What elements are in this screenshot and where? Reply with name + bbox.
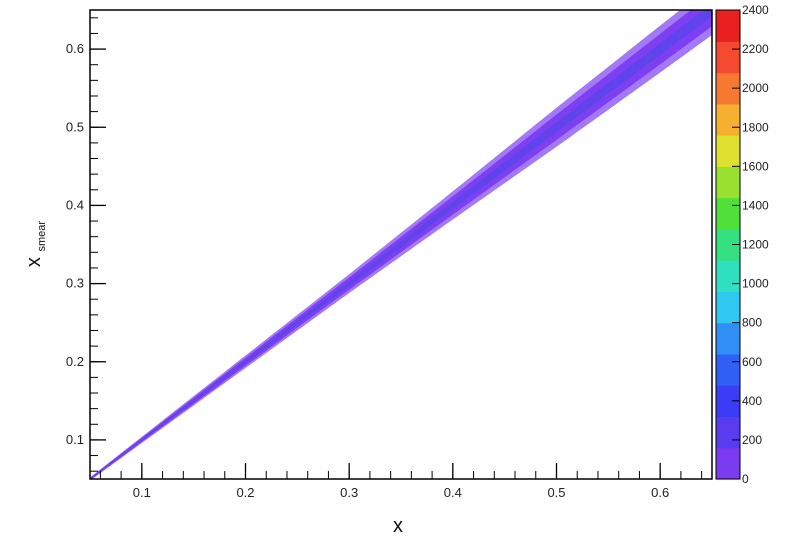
y-axis-ticks: 0.1 0.2 0.3 0.4 0.5 0.6 [66, 17, 106, 472]
plot-area: 0.1 0.2 0.3 0.4 0.5 0.6 0.1 0.2 0.3 0.4 0.5 0.6 [66, 9, 713, 500]
band-core [90, 10, 712, 479]
colorbar-tick-label: 600 [742, 355, 762, 369]
colorbar-swatch [716, 103, 740, 136]
y-axis-title-sub: smear [36, 221, 48, 252]
colorbar-tick-label: 1200 [742, 238, 769, 252]
x-tick-label: 0.5 [547, 485, 565, 500]
colorbar-swatch [716, 10, 740, 42]
x-axis-title: x [393, 515, 403, 537]
colorbar-swatch [716, 166, 740, 199]
x-tick-label: 0.3 [340, 485, 358, 500]
y-tick-label: 0.6 [66, 41, 84, 56]
colorbar-swatch [716, 197, 740, 230]
x-axis-title-group: x [393, 515, 403, 537]
x-tick-label: 0.6 [651, 485, 669, 500]
x-tick-label: 0.4 [444, 485, 462, 500]
colorbar-swatch [716, 416, 740, 449]
x-tick-label: 0.1 [133, 485, 151, 500]
colorbar-swatch [716, 291, 740, 324]
colorbar-tick-label: 0 [742, 472, 749, 486]
data-band [90, 10, 712, 479]
colorbar-tick-label: 1400 [742, 198, 769, 212]
y-tick-label: 0.4 [66, 197, 84, 212]
colorbar: 0 200 400 600 800 1000 1200 1400 1600 1800 2000 220… [715, 3, 769, 486]
colorbar-swatch [716, 447, 740, 480]
y-axis-title: x smear [23, 221, 48, 267]
colorbar-tick-label: 1600 [742, 159, 769, 173]
y-axis-title-group: x smear [23, 221, 48, 267]
y-tick-label: 0.3 [66, 276, 84, 291]
colorbar-tick-label: 2000 [742, 81, 769, 95]
colorbar-tick-label: 400 [742, 394, 762, 408]
y-tick-label: 0.5 [66, 119, 84, 134]
colorbar-tick-label: 2400 [742, 3, 769, 17]
colorbar-tick-label: 1000 [742, 277, 769, 291]
colorbar-tick-label: 2200 [742, 42, 769, 56]
colorbar-tick-label: 800 [742, 316, 762, 330]
colorbar-swatch [716, 135, 740, 167]
colorbar-swatch [716, 260, 740, 292]
x-axis-ticks: 0.1 0.2 0.3 0.4 0.5 0.6 [99, 463, 703, 500]
colorbar-tick-label: 1800 [742, 120, 769, 134]
y-axis-title-main: x [23, 257, 45, 267]
colorbar-swatch [716, 322, 740, 355]
colorbar-swatch [716, 353, 740, 386]
colorbar-tick-label: 200 [742, 433, 762, 447]
plot-frame [89, 9, 713, 480]
colorbar-swatch [716, 41, 740, 74]
x-tick-label: 0.2 [236, 485, 254, 500]
y-tick-label: 0.2 [66, 354, 84, 369]
y-tick-label: 0.1 [66, 432, 84, 447]
